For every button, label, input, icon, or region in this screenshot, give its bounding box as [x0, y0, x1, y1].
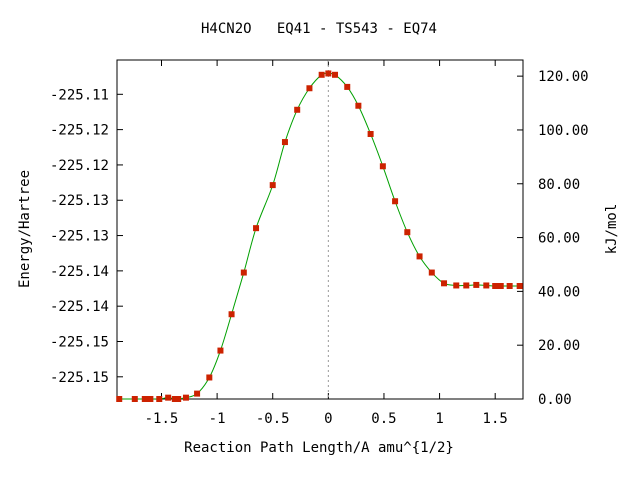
data-point — [463, 282, 470, 289]
data-point — [379, 163, 386, 170]
x-tick-label: -0.5 — [256, 411, 290, 427]
data-point — [492, 283, 499, 289]
data-point — [497, 283, 504, 289]
data-point — [483, 282, 490, 289]
data-point — [428, 269, 435, 276]
chart-title: H4CN2O EQ41 - TS543 - EQ74 — [201, 21, 437, 37]
data-point — [404, 229, 411, 236]
right-tick-label: 40.00 — [538, 284, 580, 300]
data-point — [131, 396, 138, 402]
left-tick-label: -225.11 — [50, 87, 109, 103]
data-point — [194, 390, 201, 397]
data-point — [453, 282, 460, 289]
data-point — [175, 396, 182, 402]
data-point — [416, 253, 423, 260]
y-axis-label-left: Energy/Hartree — [17, 170, 33, 288]
data-point — [253, 225, 260, 232]
left-tick-label: -225.13 — [50, 193, 109, 209]
left-tick-label: -225.15 — [50, 334, 109, 350]
data-point — [165, 394, 172, 401]
data-point — [355, 102, 362, 109]
left-tick-label: -225.13 — [50, 229, 109, 245]
right-tick-label: 80.00 — [538, 177, 580, 193]
data-point — [392, 198, 399, 205]
data-point — [171, 396, 178, 402]
data-point — [182, 394, 189, 401]
right-tick-label: 20.00 — [538, 338, 580, 354]
data-point — [217, 347, 224, 354]
right-tick-label: 120.00 — [538, 69, 589, 85]
data-point — [228, 311, 235, 318]
left-tick-label: -225.12 — [50, 158, 109, 174]
right-tick-label: 0.00 — [538, 392, 572, 408]
series-line — [119, 72, 520, 400]
left-tick-label: -225.14 — [50, 299, 109, 315]
x-tick-label: -1 — [209, 411, 226, 427]
x-tick-label: 1 — [435, 411, 443, 427]
right-tick-label: 60.00 — [538, 231, 580, 247]
data-point — [473, 281, 480, 288]
x-tick-label: 0.5 — [371, 411, 396, 427]
data-point — [367, 130, 374, 137]
data-point — [318, 71, 325, 78]
data-point — [344, 83, 351, 90]
data-point — [240, 269, 247, 276]
data-point — [332, 71, 339, 78]
data-point — [441, 280, 448, 287]
data-point — [147, 396, 154, 402]
left-tick-label: -225.15 — [50, 370, 109, 386]
plot-frame — [116, 59, 524, 400]
ticks-layer: -1.5 -1 -0.5 0 0.5 1 1.5 -225.11 -225.12 -225.12 -… — [50, 60, 589, 427]
data-point — [281, 139, 288, 146]
right-tick-label: 100.00 — [538, 123, 589, 139]
points-layer — [116, 70, 523, 402]
data-point — [116, 396, 123, 402]
x-tick-label: -1.5 — [145, 411, 179, 427]
y-axis-label-right: kJ/mol — [604, 204, 620, 255]
x-axis-label: Reaction Path Length/A amu^{1/2} — [184, 440, 454, 456]
data-point — [156, 396, 163, 402]
data-point — [206, 374, 213, 381]
data-point — [516, 283, 523, 289]
left-tick-label: -225.12 — [50, 123, 109, 139]
data-point — [325, 70, 332, 77]
data-point — [306, 85, 313, 92]
left-tick-label: -225.14 — [50, 264, 109, 280]
data-point — [269, 182, 276, 189]
data-point — [294, 106, 301, 113]
data-point — [141, 396, 148, 402]
x-tick-label: 0 — [324, 411, 332, 427]
x-tick-label: 1.5 — [483, 411, 508, 427]
data-point — [506, 283, 513, 289]
